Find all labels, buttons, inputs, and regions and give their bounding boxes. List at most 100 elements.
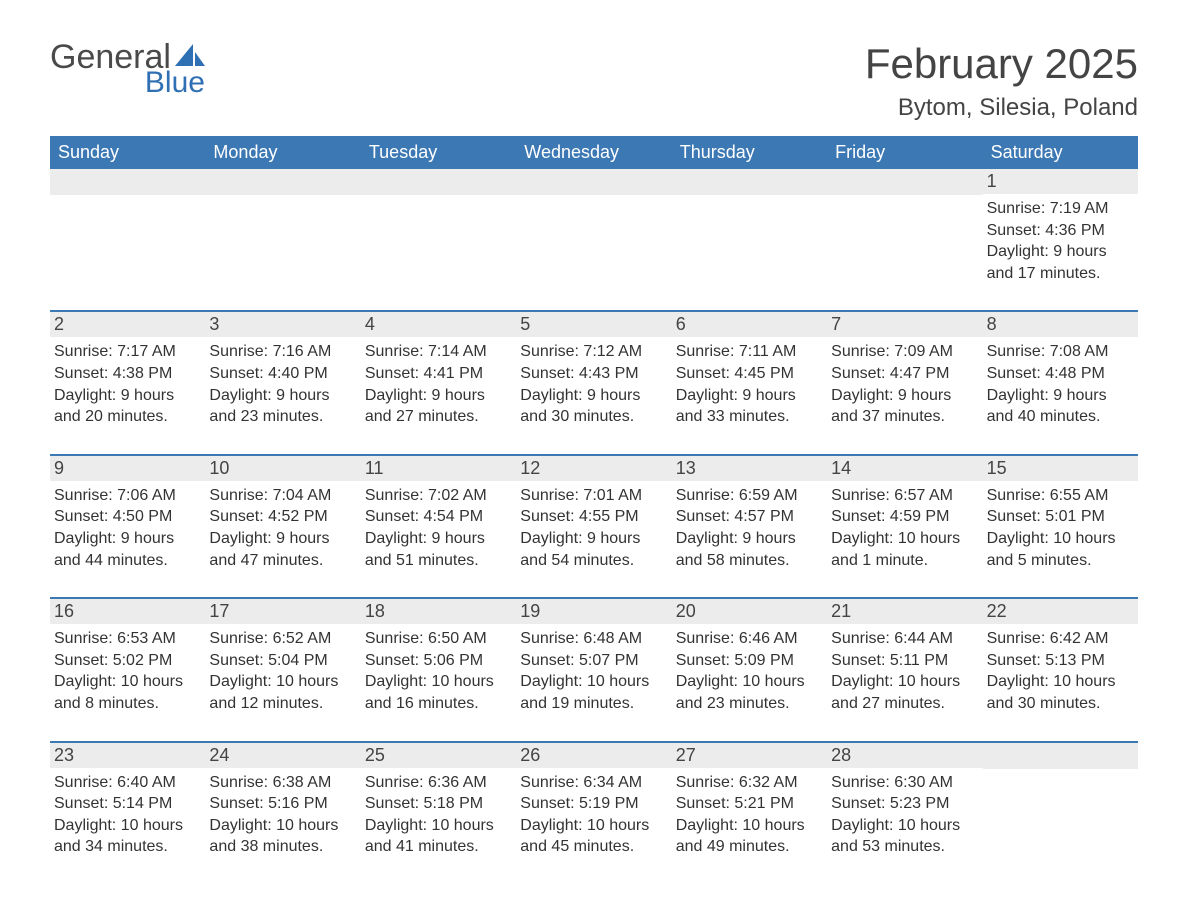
sunrise-text: Sunrise: 6:30 AM	[831, 772, 976, 794]
sunset-text: Sunset: 5:16 PM	[209, 793, 354, 815]
sunrise-text: Sunrise: 6:44 AM	[831, 628, 976, 650]
daylight-text: and 30 minutes.	[987, 693, 1132, 715]
sunrise-text: Sunrise: 6:32 AM	[676, 772, 821, 794]
daylight-text: and 54 minutes.	[520, 550, 665, 572]
day-cell: 3Sunrise: 7:16 AMSunset: 4:40 PMDaylight…	[205, 312, 360, 431]
daylight-text: and 16 minutes.	[365, 693, 510, 715]
sunrise-text: Sunrise: 6:42 AM	[987, 628, 1132, 650]
daylight-text: Daylight: 10 hours	[676, 815, 821, 837]
sunset-text: Sunset: 5:11 PM	[831, 650, 976, 672]
weekday-header: Friday	[827, 136, 982, 169]
location-text: Bytom, Silesia, Poland	[865, 94, 1138, 122]
sunset-text: Sunset: 4:57 PM	[676, 506, 821, 528]
sunrise-text: Sunrise: 7:12 AM	[520, 341, 665, 363]
day-number: 18	[361, 599, 516, 624]
daylight-text: and 33 minutes.	[676, 406, 821, 428]
day-cell: 25Sunrise: 6:36 AMSunset: 5:18 PMDayligh…	[361, 743, 516, 862]
day-cell-empty	[827, 169, 982, 288]
day-cell: 17Sunrise: 6:52 AMSunset: 5:04 PMDayligh…	[205, 599, 360, 718]
day-cell-empty	[205, 169, 360, 288]
day-cell-empty	[516, 169, 671, 288]
daylight-text: and 44 minutes.	[54, 550, 199, 572]
sunrise-text: Sunrise: 6:38 AM	[209, 772, 354, 794]
sunset-text: Sunset: 4:50 PM	[54, 506, 199, 528]
daylight-text: Daylight: 10 hours	[520, 671, 665, 693]
day-cell: 28Sunrise: 6:30 AMSunset: 5:23 PMDayligh…	[827, 743, 982, 862]
daylight-text: Daylight: 10 hours	[365, 671, 510, 693]
week-row: 2Sunrise: 7:17 AMSunset: 4:38 PMDaylight…	[50, 310, 1138, 431]
sunset-text: Sunset: 5:07 PM	[520, 650, 665, 672]
calendar: SundayMondayTuesdayWednesdayThursdayFrid…	[50, 136, 1138, 862]
daylight-text: Daylight: 10 hours	[365, 815, 510, 837]
day-number: 23	[50, 743, 205, 768]
day-number: 19	[516, 599, 671, 624]
day-number: 5	[516, 312, 671, 337]
daylight-text: Daylight: 9 hours	[520, 528, 665, 550]
day-cell: 21Sunrise: 6:44 AMSunset: 5:11 PMDayligh…	[827, 599, 982, 718]
sunset-text: Sunset: 5:09 PM	[676, 650, 821, 672]
daylight-text: Daylight: 10 hours	[831, 671, 976, 693]
daylight-text: and 49 minutes.	[676, 836, 821, 858]
day-cell: 8Sunrise: 7:08 AMSunset: 4:48 PMDaylight…	[983, 312, 1138, 431]
day-number	[827, 169, 982, 195]
weekday-header-row: SundayMondayTuesdayWednesdayThursdayFrid…	[50, 136, 1138, 169]
sunset-text: Sunset: 4:48 PM	[987, 363, 1132, 385]
daylight-text: and 53 minutes.	[831, 836, 976, 858]
daylight-text: Daylight: 10 hours	[831, 815, 976, 837]
day-number: 22	[983, 599, 1138, 624]
month-title: February 2025	[865, 40, 1138, 88]
day-cell: 18Sunrise: 6:50 AMSunset: 5:06 PMDayligh…	[361, 599, 516, 718]
sunset-text: Sunset: 5:06 PM	[365, 650, 510, 672]
day-number: 26	[516, 743, 671, 768]
sunrise-text: Sunrise: 7:14 AM	[365, 341, 510, 363]
day-number: 15	[983, 456, 1138, 481]
day-cell: 20Sunrise: 6:46 AMSunset: 5:09 PMDayligh…	[672, 599, 827, 718]
day-number: 24	[205, 743, 360, 768]
week-row: 23Sunrise: 6:40 AMSunset: 5:14 PMDayligh…	[50, 741, 1138, 862]
daylight-text: and 47 minutes.	[209, 550, 354, 572]
day-number: 14	[827, 456, 982, 481]
day-number: 8	[983, 312, 1138, 337]
daylight-text: and 37 minutes.	[831, 406, 976, 428]
sunrise-text: Sunrise: 6:48 AM	[520, 628, 665, 650]
daylight-text: and 8 minutes.	[54, 693, 199, 715]
sunset-text: Sunset: 5:13 PM	[987, 650, 1132, 672]
sunset-text: Sunset: 5:21 PM	[676, 793, 821, 815]
daylight-text: and 27 minutes.	[831, 693, 976, 715]
header: General Blue February 2025 Bytom, Silesi…	[50, 40, 1138, 122]
daylight-text: and 34 minutes.	[54, 836, 199, 858]
daylight-text: Daylight: 10 hours	[676, 671, 821, 693]
daylight-text: and 23 minutes.	[676, 693, 821, 715]
day-cell: 1Sunrise: 7:19 AMSunset: 4:36 PMDaylight…	[983, 169, 1138, 288]
sunrise-text: Sunrise: 6:46 AM	[676, 628, 821, 650]
sunrise-text: Sunrise: 7:02 AM	[365, 485, 510, 507]
day-cell: 12Sunrise: 7:01 AMSunset: 4:55 PMDayligh…	[516, 456, 671, 575]
day-cell: 5Sunrise: 7:12 AMSunset: 4:43 PMDaylight…	[516, 312, 671, 431]
day-cell: 2Sunrise: 7:17 AMSunset: 4:38 PMDaylight…	[50, 312, 205, 431]
sunrise-text: Sunrise: 6:34 AM	[520, 772, 665, 794]
sunrise-text: Sunrise: 7:11 AM	[676, 341, 821, 363]
day-number: 10	[205, 456, 360, 481]
day-number: 1	[983, 169, 1138, 194]
week-row: 16Sunrise: 6:53 AMSunset: 5:02 PMDayligh…	[50, 597, 1138, 718]
daylight-text: and 40 minutes.	[987, 406, 1132, 428]
daylight-text: Daylight: 9 hours	[365, 528, 510, 550]
day-number	[516, 169, 671, 195]
day-number: 9	[50, 456, 205, 481]
day-number: 25	[361, 743, 516, 768]
sunset-text: Sunset: 4:59 PM	[831, 506, 976, 528]
daylight-text: and 17 minutes.	[987, 263, 1132, 285]
sunrise-text: Sunrise: 6:57 AM	[831, 485, 976, 507]
daylight-text: and 45 minutes.	[520, 836, 665, 858]
weekday-header: Monday	[205, 136, 360, 169]
daylight-text: Daylight: 10 hours	[209, 671, 354, 693]
day-number: 6	[672, 312, 827, 337]
daylight-text: Daylight: 9 hours	[520, 385, 665, 407]
day-cell: 27Sunrise: 6:32 AMSunset: 5:21 PMDayligh…	[672, 743, 827, 862]
day-cell: 22Sunrise: 6:42 AMSunset: 5:13 PMDayligh…	[983, 599, 1138, 718]
daylight-text: Daylight: 9 hours	[365, 385, 510, 407]
day-number	[50, 169, 205, 195]
day-number	[205, 169, 360, 195]
sunset-text: Sunset: 5:02 PM	[54, 650, 199, 672]
sunset-text: Sunset: 5:23 PM	[831, 793, 976, 815]
